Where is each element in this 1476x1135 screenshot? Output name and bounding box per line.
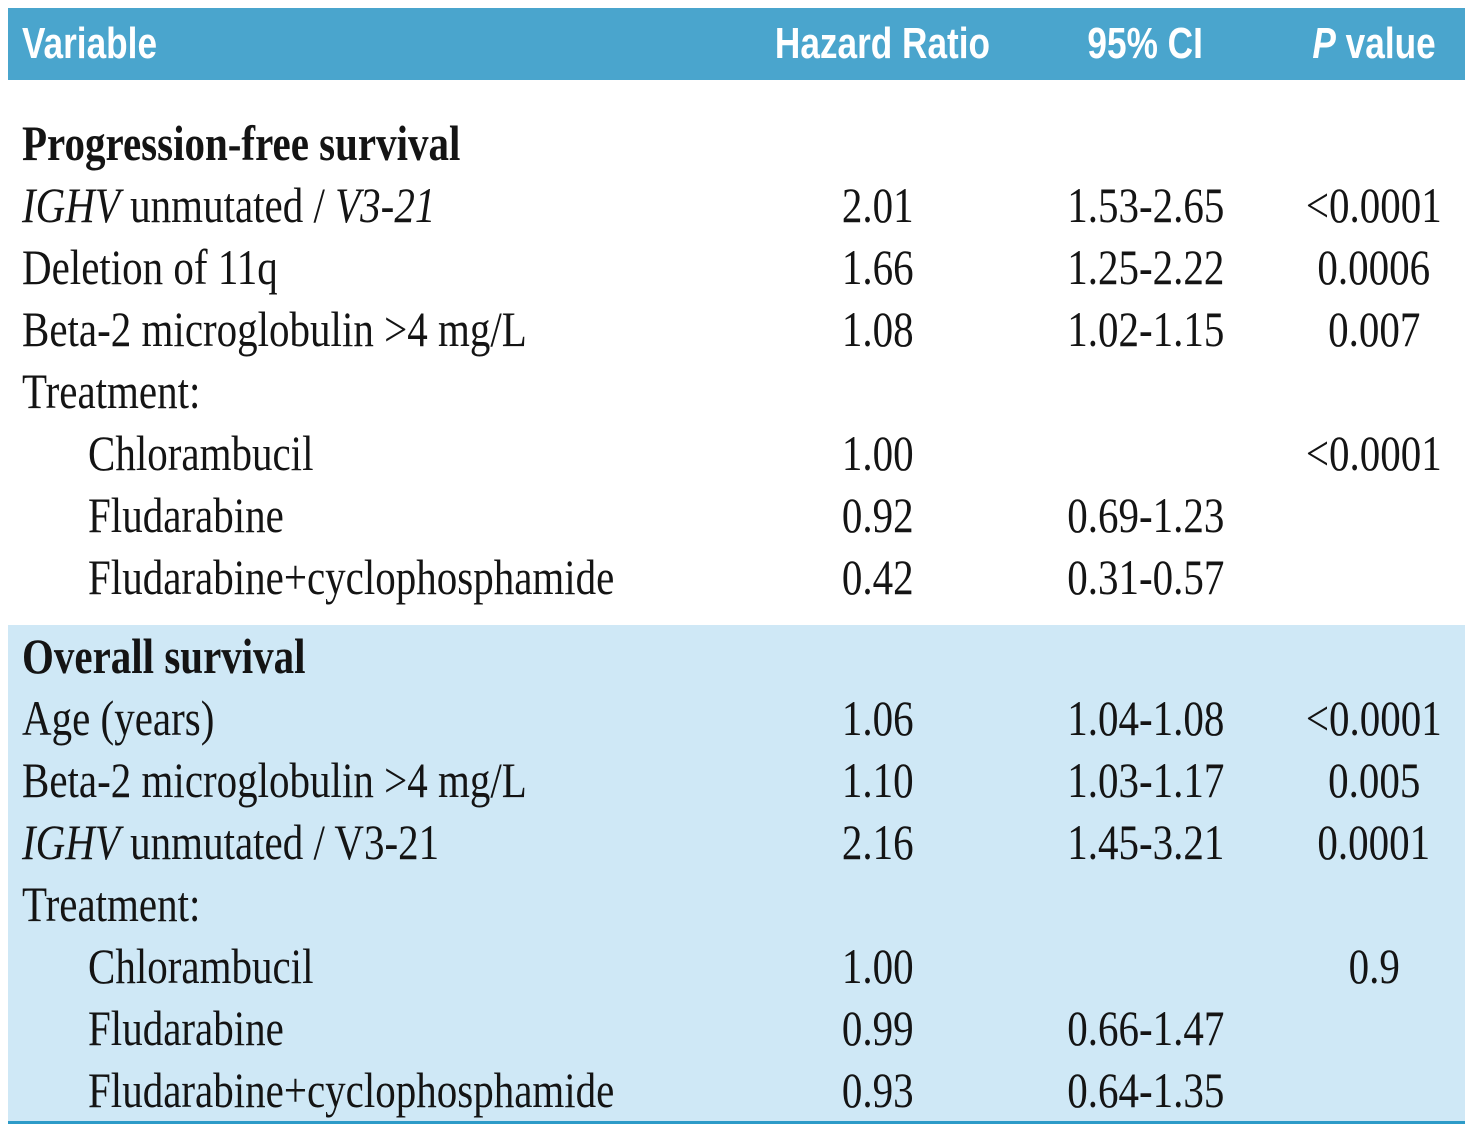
variable-cell: Deletion of 11q <box>22 239 278 295</box>
variable-cell: Treatment: <box>22 363 201 419</box>
variable-cell: Age (years) <box>22 690 215 746</box>
p-value-cell <box>1283 997 1465 1059</box>
hazard-ratio-cell: 1.06 <box>842 690 914 746</box>
section-progression-free-survival: Progression-free survival IGHV unmutated… <box>8 112 1465 608</box>
variable-cell: IGHV unmutated / V3-21 <box>22 177 436 233</box>
ci-cell: 0.69-1.23 <box>1066 487 1225 543</box>
p-value-cell: 0.0006 <box>1317 239 1431 295</box>
p-value-cell <box>1283 1059 1465 1121</box>
p-value-cell <box>1283 360 1465 422</box>
p-value-cell: <0.0001 <box>1306 425 1442 481</box>
ci-cell <box>1008 935 1283 997</box>
p-value-italic-p: P <box>1312 19 1336 68</box>
variable-cell: Fludarabine <box>88 1000 284 1056</box>
ci-cell: 1.03-1.17 <box>1066 752 1225 808</box>
ci-cell: 0.31-0.57 <box>1066 549 1225 605</box>
hazard-ratio-cell: 1.10 <box>842 752 914 808</box>
variable-cell: Beta-2 microglobulin >4 mg/L <box>22 752 527 808</box>
section-gap <box>8 608 1465 625</box>
table-row: Beta-2 microglobulin >4 mg/L 1.10 1.03-1… <box>8 749 1465 811</box>
variable-cell: IGHV unmutated / V3-21 <box>22 814 440 870</box>
variable-cell: Fludarabine+cyclophosphamide <box>88 1062 615 1118</box>
p-value-cell: 0.007 <box>1327 301 1421 357</box>
ci-cell: 0.66-1.47 <box>1066 1000 1225 1056</box>
column-header-hazard-ratio: Hazard Ratio <box>748 19 1008 69</box>
p-value-cell: <0.0001 <box>1306 177 1442 233</box>
variable-cell: Treatment: <box>22 876 201 932</box>
ci-cell: 1.45-3.21 <box>1066 814 1225 870</box>
hazard-ratio-cell <box>748 360 1008 422</box>
section-title-row: Overall survival <box>8 625 1465 687</box>
table-row: IGHV unmutated / V3-21 2.01 1.53-2.65 <0… <box>8 174 1465 236</box>
p-value-cell: 0.9 <box>1348 938 1400 994</box>
ci-cell <box>1008 422 1283 484</box>
ci-cell <box>1008 873 1283 935</box>
table-row: Treatment: <box>8 873 1465 935</box>
variable-cell: Chlorambucil <box>88 938 314 994</box>
hazard-ratio-cell: 1.00 <box>842 425 914 481</box>
column-header-variable: Variable <box>8 19 748 69</box>
p-value-cell: <0.0001 <box>1306 690 1442 746</box>
column-header-ci: 95% CI <box>1008 19 1283 69</box>
p-value-cell: 0.0001 <box>1317 814 1431 870</box>
section-title-row: Progression-free survival <box>8 112 1465 174</box>
hazard-ratio-cell: 1.08 <box>842 301 914 357</box>
hazard-ratio-cell: 0.99 <box>842 1000 914 1056</box>
hazard-ratio-cell: 0.42 <box>842 549 914 605</box>
table-row: Chlorambucil 1.00 0.9 <box>8 935 1465 997</box>
header-gap <box>8 80 1465 112</box>
p-value-cell: 0.005 <box>1327 752 1421 808</box>
column-header-p-value: P value <box>1283 19 1465 69</box>
ci-cell <box>1008 360 1283 422</box>
p-value-rest: value <box>1335 19 1436 68</box>
ci-cell: 1.25-2.22 <box>1066 239 1225 295</box>
variable-cell: Fludarabine <box>88 487 284 543</box>
section-title: Overall survival <box>22 628 306 684</box>
section-title: Progression-free survival <box>22 115 461 171</box>
table-row: Beta-2 microglobulin >4 mg/L 1.08 1.02-1… <box>8 298 1465 360</box>
table-row: Treatment: <box>8 360 1465 422</box>
table-header-row: Variable Hazard Ratio 95% CI P value <box>8 8 1465 80</box>
p-value-cell <box>1283 873 1465 935</box>
hazard-ratio-cell: 2.01 <box>842 177 914 233</box>
ci-cell: 0.64-1.35 <box>1066 1062 1225 1118</box>
hazard-ratio-table: Variable Hazard Ratio 95% CI P value Pro… <box>8 8 1465 1124</box>
table-row: Deletion of 11q 1.66 1.25-2.22 0.0006 <box>8 236 1465 298</box>
hazard-ratio-cell: 1.00 <box>842 938 914 994</box>
variable-cell: Fludarabine+cyclophosphamide <box>88 549 615 605</box>
column-header-variable-label: Variable <box>22 19 158 68</box>
table-row: Fludarabine+cyclophosphamide 0.42 0.31-0… <box>8 546 1465 608</box>
hazard-ratio-cell: 0.92 <box>842 487 914 543</box>
ci-cell: 1.02-1.15 <box>1066 301 1225 357</box>
hazard-ratio-cell: 1.66 <box>842 239 914 295</box>
ci-cell: 1.53-2.65 <box>1066 177 1225 233</box>
table-row: Chlorambucil 1.00 <0.0001 <box>8 422 1465 484</box>
hazard-ratio-cell: 0.93 <box>842 1062 914 1118</box>
table-row: Fludarabine 0.92 0.69-1.23 <box>8 484 1465 546</box>
hazard-ratio-cell <box>748 873 1008 935</box>
table-row: Age (years) 1.06 1.04-1.08 <0.0001 <box>8 687 1465 749</box>
table-row: Fludarabine+cyclophosphamide 0.93 0.64-1… <box>8 1059 1465 1121</box>
column-header-hazard-ratio-label: Hazard Ratio <box>774 19 991 68</box>
hazard-ratio-cell: 2.16 <box>842 814 914 870</box>
table-row: IGHV unmutated / V3-21 2.16 1.45-3.21 0.… <box>8 811 1465 873</box>
column-header-ci-label: 95% CI <box>1087 19 1204 68</box>
variable-cell: Chlorambucil <box>88 425 314 481</box>
p-value-cell <box>1283 546 1465 608</box>
ci-cell: 1.04-1.08 <box>1066 690 1225 746</box>
p-value-cell <box>1283 484 1465 546</box>
table-row: Fludarabine 0.99 0.66-1.47 <box>8 997 1465 1059</box>
variable-cell: Beta-2 microglobulin >4 mg/L <box>22 301 527 357</box>
section-overall-survival: Overall survival Age (years) 1.06 1.04-1… <box>8 625 1465 1124</box>
